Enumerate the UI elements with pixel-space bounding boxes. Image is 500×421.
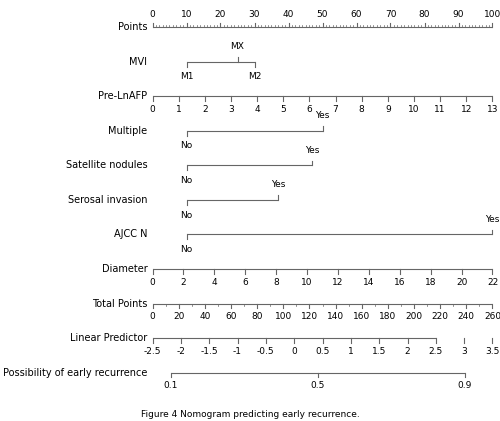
Text: 20: 20: [215, 10, 226, 19]
Text: M2: M2: [248, 72, 261, 81]
Text: -2: -2: [176, 346, 186, 356]
Text: Yes: Yes: [316, 112, 330, 120]
Text: 3: 3: [462, 346, 467, 356]
Text: 220: 220: [432, 312, 448, 321]
Text: 7: 7: [332, 105, 338, 114]
Text: 40: 40: [199, 312, 210, 321]
Text: 22: 22: [487, 277, 498, 287]
Text: 10: 10: [302, 277, 313, 287]
Text: 6: 6: [306, 105, 312, 114]
Text: Diameter: Diameter: [102, 264, 148, 274]
Text: 40: 40: [283, 10, 294, 19]
Text: 0: 0: [150, 312, 156, 321]
Text: Points: Points: [118, 22, 148, 32]
Text: 0.5: 0.5: [316, 346, 330, 356]
Text: 30: 30: [249, 10, 260, 19]
Text: 5: 5: [280, 105, 286, 114]
Text: 8: 8: [274, 277, 279, 287]
Text: 90: 90: [453, 10, 464, 19]
Text: Yes: Yes: [305, 146, 320, 155]
Text: 0: 0: [150, 105, 156, 114]
Text: 2: 2: [180, 277, 186, 287]
Text: -0.5: -0.5: [257, 346, 274, 356]
Text: 4: 4: [212, 277, 217, 287]
Text: 20: 20: [173, 312, 184, 321]
Text: Linear Predictor: Linear Predictor: [70, 333, 148, 343]
Text: Serosal invasion: Serosal invasion: [68, 195, 148, 205]
Text: Total Points: Total Points: [92, 298, 148, 309]
Text: 12: 12: [460, 105, 472, 114]
Text: 8: 8: [359, 105, 364, 114]
Text: 1.5: 1.5: [372, 346, 386, 356]
Text: 3: 3: [228, 105, 234, 114]
Text: 2: 2: [404, 346, 410, 356]
Text: 6: 6: [242, 277, 248, 287]
Text: 200: 200: [406, 312, 422, 321]
Text: 120: 120: [301, 312, 318, 321]
Text: No: No: [180, 245, 192, 254]
Text: 60: 60: [351, 10, 362, 19]
Text: No: No: [180, 176, 192, 185]
Text: 80: 80: [252, 312, 263, 321]
Text: 14: 14: [363, 277, 374, 287]
Text: Yes: Yes: [271, 181, 285, 189]
Text: 2.5: 2.5: [428, 346, 443, 356]
Text: 160: 160: [353, 312, 370, 321]
Text: 180: 180: [380, 312, 396, 321]
Text: 0: 0: [292, 346, 297, 356]
Text: 70: 70: [384, 10, 396, 19]
Text: 0: 0: [150, 10, 156, 19]
Text: 100: 100: [484, 10, 500, 19]
Text: 50: 50: [317, 10, 328, 19]
Text: 9: 9: [385, 105, 391, 114]
Text: -2.5: -2.5: [144, 346, 161, 356]
Text: -1.5: -1.5: [200, 346, 218, 356]
Text: 260: 260: [484, 312, 500, 321]
Text: 10: 10: [408, 105, 420, 114]
Text: 0.9: 0.9: [458, 381, 472, 390]
Text: Satellite nodules: Satellite nodules: [66, 160, 148, 171]
Text: 80: 80: [419, 10, 430, 19]
Text: 1: 1: [176, 105, 182, 114]
Text: 16: 16: [394, 277, 406, 287]
Text: 12: 12: [332, 277, 344, 287]
Text: Multiple: Multiple: [108, 126, 148, 136]
Text: 11: 11: [434, 105, 446, 114]
Text: 10: 10: [181, 10, 192, 19]
Text: 18: 18: [425, 277, 436, 287]
Text: AJCC N: AJCC N: [114, 229, 148, 240]
Text: 140: 140: [327, 312, 344, 321]
Text: Yes: Yes: [486, 215, 500, 224]
Text: MX: MX: [230, 43, 244, 51]
Text: 0.1: 0.1: [164, 381, 178, 390]
Text: 20: 20: [456, 277, 468, 287]
Text: Figure 4 Nomogram predicting early recurrence.: Figure 4 Nomogram predicting early recur…: [140, 410, 360, 419]
Text: 0: 0: [150, 277, 156, 287]
Text: Possibility of early recurrence: Possibility of early recurrence: [3, 368, 148, 378]
Text: -1: -1: [233, 346, 242, 356]
Text: No: No: [180, 141, 192, 150]
Text: 0.5: 0.5: [310, 381, 325, 390]
Text: Pre-LnAFP: Pre-LnAFP: [98, 91, 148, 101]
Text: 1: 1: [348, 346, 354, 356]
Text: 13: 13: [486, 105, 498, 114]
Text: 2: 2: [202, 105, 207, 114]
Text: 60: 60: [225, 312, 236, 321]
Text: No: No: [180, 210, 192, 219]
Text: 240: 240: [458, 312, 475, 321]
Text: 3.5: 3.5: [486, 346, 500, 356]
Text: MVI: MVI: [130, 57, 148, 67]
Text: 100: 100: [274, 312, 292, 321]
Text: M1: M1: [180, 72, 193, 81]
Text: 4: 4: [254, 105, 260, 114]
